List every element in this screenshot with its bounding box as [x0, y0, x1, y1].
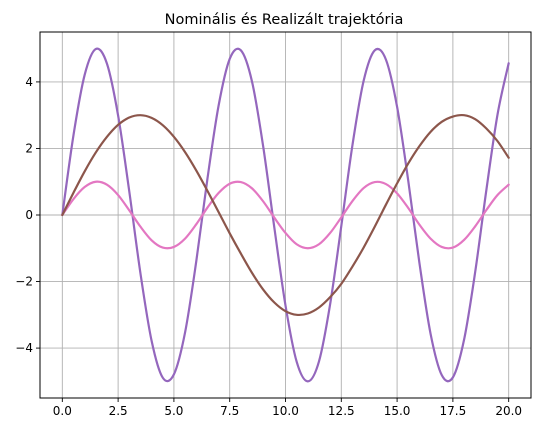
series-line-1 — [61, 47, 510, 383]
grid — [40, 32, 531, 398]
series-line-2 — [61, 180, 510, 250]
x-tick-label: 2.5 — [109, 404, 128, 418]
x-tick-label: 0.0 — [53, 404, 72, 418]
y-tick-label: −4 — [15, 341, 33, 355]
y-tick-label: −2 — [15, 275, 33, 289]
x-axis: 0.0 2.5 5.0 7.5 10.0 12.5 15.0 17.5 20.0 — [53, 398, 522, 418]
x-tick-label: 15.0 — [384, 404, 411, 418]
series-line-3 — [61, 113, 510, 317]
x-tick-label: 10.0 — [272, 404, 299, 418]
chart-title: Nominális és Realizált trajektória — [165, 12, 404, 28]
x-tick-label: 20.0 — [495, 404, 522, 418]
x-tick-label: 12.5 — [328, 404, 355, 418]
y-tick-label: 0 — [25, 208, 33, 222]
x-tick-label: 7.5 — [220, 404, 239, 418]
x-tick-label: 17.5 — [440, 404, 467, 418]
y-axis: −4 −2 0 2 4 — [15, 75, 40, 355]
series-lines — [61, 47, 510, 383]
y-tick-label: 2 — [25, 141, 33, 155]
x-tick-label: 5.0 — [164, 404, 183, 418]
y-tick-label: 4 — [25, 75, 33, 89]
